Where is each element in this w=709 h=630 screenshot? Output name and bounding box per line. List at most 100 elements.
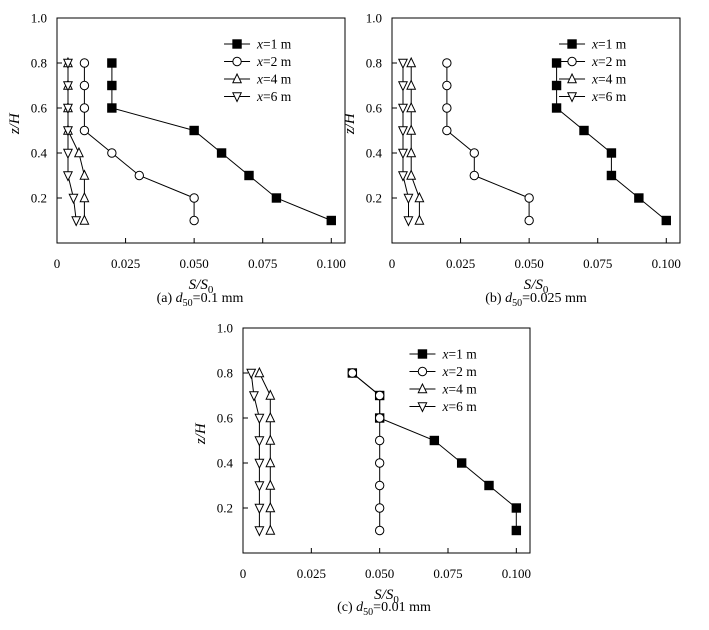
- data-point-series-4: [62, 171, 73, 182]
- x-tick-label: 0.075: [433, 566, 462, 581]
- data-point-series-2: [189, 193, 199, 203]
- plot-frame: [391, 17, 681, 244]
- data-point-series-2: [79, 125, 90, 136]
- data-point-series-4: [248, 391, 259, 402]
- plot-frame: [56, 17, 346, 244]
- data-point-series-4: [403, 216, 414, 227]
- data-point-series-3: [265, 411, 276, 423]
- data-point-series-4: [62, 81, 73, 92]
- y-tick-label: 0.4: [366, 146, 383, 161]
- data-point-series-4: [403, 193, 414, 205]
- data-point-series-4: [397, 171, 408, 182]
- y-tick-label: 1.0: [31, 11, 47, 26]
- legend-marker: [417, 402, 428, 413]
- data-point-series-1: [107, 58, 117, 68]
- legend-label: x=1 m: [441, 347, 477, 362]
- data-point-series-1: [606, 170, 617, 181]
- data-point-series-3: [414, 214, 425, 225]
- x-tick-label: 0.075: [583, 256, 612, 271]
- x-tick-label: 0.050: [180, 256, 209, 271]
- data-point-series-4: [397, 126, 408, 137]
- y-tick-label: 0.6: [31, 101, 48, 116]
- data-point-series-3: [265, 479, 276, 490]
- data-point-series-1: [326, 215, 336, 226]
- x-tick-label: 0.025: [446, 256, 475, 271]
- chart-panel-2: 0 0.025 0.050 0.075 0.100 0.2 0.4 0.6 0.8 1.0 z/H S…: [342, 11, 681, 310]
- series-line-2: [446, 63, 530, 221]
- legend-marker: [417, 382, 428, 394]
- data-point-series-1: [244, 170, 254, 181]
- x-tick-label: 0.050: [515, 256, 544, 271]
- data-point-series-1: [456, 458, 467, 468]
- data-point-series-4: [68, 193, 79, 205]
- data-point-series-1: [551, 103, 562, 113]
- data-point-series-2: [374, 503, 385, 513]
- data-point-series-1: [551, 58, 562, 68]
- data-point-series-3: [265, 456, 276, 468]
- data-point-series-2: [374, 458, 385, 468]
- data-point-series-3: [406, 124, 417, 135]
- legend-marker: [417, 366, 428, 377]
- data-point-series-4: [254, 458, 265, 470]
- data-point-series-1: [606, 148, 617, 158]
- data-point-series-2: [107, 148, 117, 158]
- x-axis-label: S/S0: [524, 277, 549, 296]
- data-point-series-4: [254, 526, 265, 537]
- data-point-series-2: [442, 58, 452, 68]
- data-point-series-1: [579, 125, 589, 136]
- legend-marker: [567, 56, 577, 67]
- y-tick-label: 0.6: [217, 411, 234, 426]
- y-axis-label: z/H: [342, 112, 358, 135]
- data-point-series-2: [374, 390, 385, 401]
- x-tick-label: 0.025: [297, 566, 326, 581]
- data-point-series-4: [62, 103, 73, 115]
- data-point-series-3: [406, 169, 417, 180]
- y-tick-label: 0.6: [366, 101, 383, 116]
- data-point-series-4: [397, 103, 408, 115]
- legend-marker: [567, 39, 577, 49]
- data-point-series-4: [62, 126, 73, 137]
- data-point-series-2: [524, 215, 534, 226]
- y-axis-label: z/H: [7, 112, 23, 135]
- data-point-series-2: [442, 125, 452, 136]
- y-tick-label: 0.2: [31, 191, 47, 206]
- data-point-series-4: [397, 58, 408, 70]
- data-point-series-2: [79, 103, 90, 113]
- legend-label: x=6 m: [591, 89, 627, 104]
- x-tick-label: 0: [389, 256, 396, 271]
- y-tick-label: 0.8: [31, 56, 47, 71]
- legend-marker: [567, 72, 578, 84]
- series-line-1: [556, 63, 667, 221]
- data-point-series-1: [429, 435, 440, 446]
- legend-marker: [232, 39, 242, 49]
- chart-panel-1: 0 0.025 0.050 0.075 0.100 0.2 0.4 0.6 0.8 1.0 z/H S…: [7, 11, 346, 310]
- legend-label: x=1 m: [591, 37, 627, 52]
- data-point-series-3: [406, 56, 417, 68]
- data-point-series-1: [216, 148, 227, 158]
- data-point-series-2: [442, 80, 452, 91]
- series-line-2: [83, 63, 195, 221]
- legend-marker: [232, 72, 243, 84]
- data-point-series-2: [79, 58, 90, 68]
- data-point-series-4: [71, 216, 82, 227]
- data-point-series-3: [265, 434, 276, 445]
- data-point-series-3: [79, 169, 90, 180]
- data-point-series-3: [265, 501, 276, 513]
- panel-caption: (a) d50=0.1 mm: [157, 291, 244, 309]
- legend-label: x=4 m: [441, 382, 477, 397]
- data-point-series-1: [634, 193, 644, 203]
- x-tick-label: 0: [240, 566, 247, 581]
- y-tick-label: 0.8: [217, 366, 233, 381]
- legend-label: x=4 m: [256, 72, 292, 87]
- x-tick-label: 0.100: [502, 566, 531, 581]
- x-tick-label: 0.075: [248, 256, 277, 271]
- data-point-series-4: [254, 436, 265, 447]
- data-point-series-1: [189, 125, 199, 136]
- data-point-series-2: [374, 435, 385, 446]
- y-tick-label: 0.8: [366, 56, 382, 71]
- data-point-series-3: [406, 101, 417, 113]
- data-point-series-3: [265, 524, 276, 535]
- plot-frame: [242, 327, 531, 554]
- legend-marker: [232, 92, 243, 103]
